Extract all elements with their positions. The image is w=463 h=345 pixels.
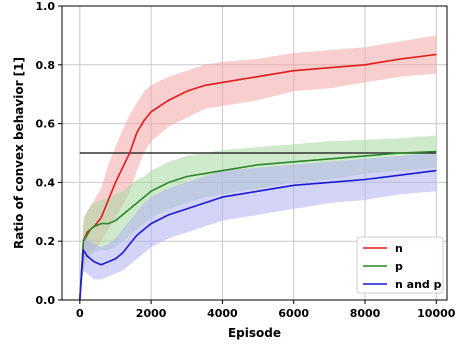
y-tick-label: 0.8	[36, 59, 56, 72]
band-n-and-p	[79, 153, 437, 300]
y-axis-label: Ratio of convex behavior [1]	[12, 57, 26, 249]
legend-box	[356, 236, 444, 294]
confidence-bands	[79, 35, 437, 301]
y-tick-label: 0.6	[36, 118, 56, 131]
x-axis-label: Episode	[228, 326, 281, 340]
band-n	[79, 35, 437, 301]
y-tick-label: 1.0	[36, 0, 56, 13]
y-tick-label: 0.4	[36, 176, 56, 189]
x-axis-ticks: 0 2000 4000 6000 8000 10000	[76, 300, 456, 320]
legend-label: n	[395, 242, 403, 255]
legend: np n and p	[356, 236, 444, 294]
series-line-p	[79, 150, 437, 301]
x-tick-label: 10000	[417, 307, 456, 320]
x-tick-label: 6000	[278, 307, 309, 320]
x-tick-label: 4000	[207, 307, 238, 320]
y-tick-label: 0.0	[36, 294, 56, 307]
plot-frame	[61, 5, 448, 301]
x-tick-label: 0	[76, 307, 84, 320]
legend-label: p	[395, 260, 403, 273]
legend-label: n and p	[395, 278, 442, 291]
x-tick-label: 2000	[136, 307, 167, 320]
series-line-n-and-p	[79, 169, 437, 301]
x-tick-label: 8000	[350, 307, 381, 320]
series-lines	[79, 53, 437, 301]
y-tick-label: 0.2	[36, 235, 56, 248]
y-axis-ticks: 0.0 0.2 0.4 0.6 0.8 1.0	[36, 0, 62, 307]
